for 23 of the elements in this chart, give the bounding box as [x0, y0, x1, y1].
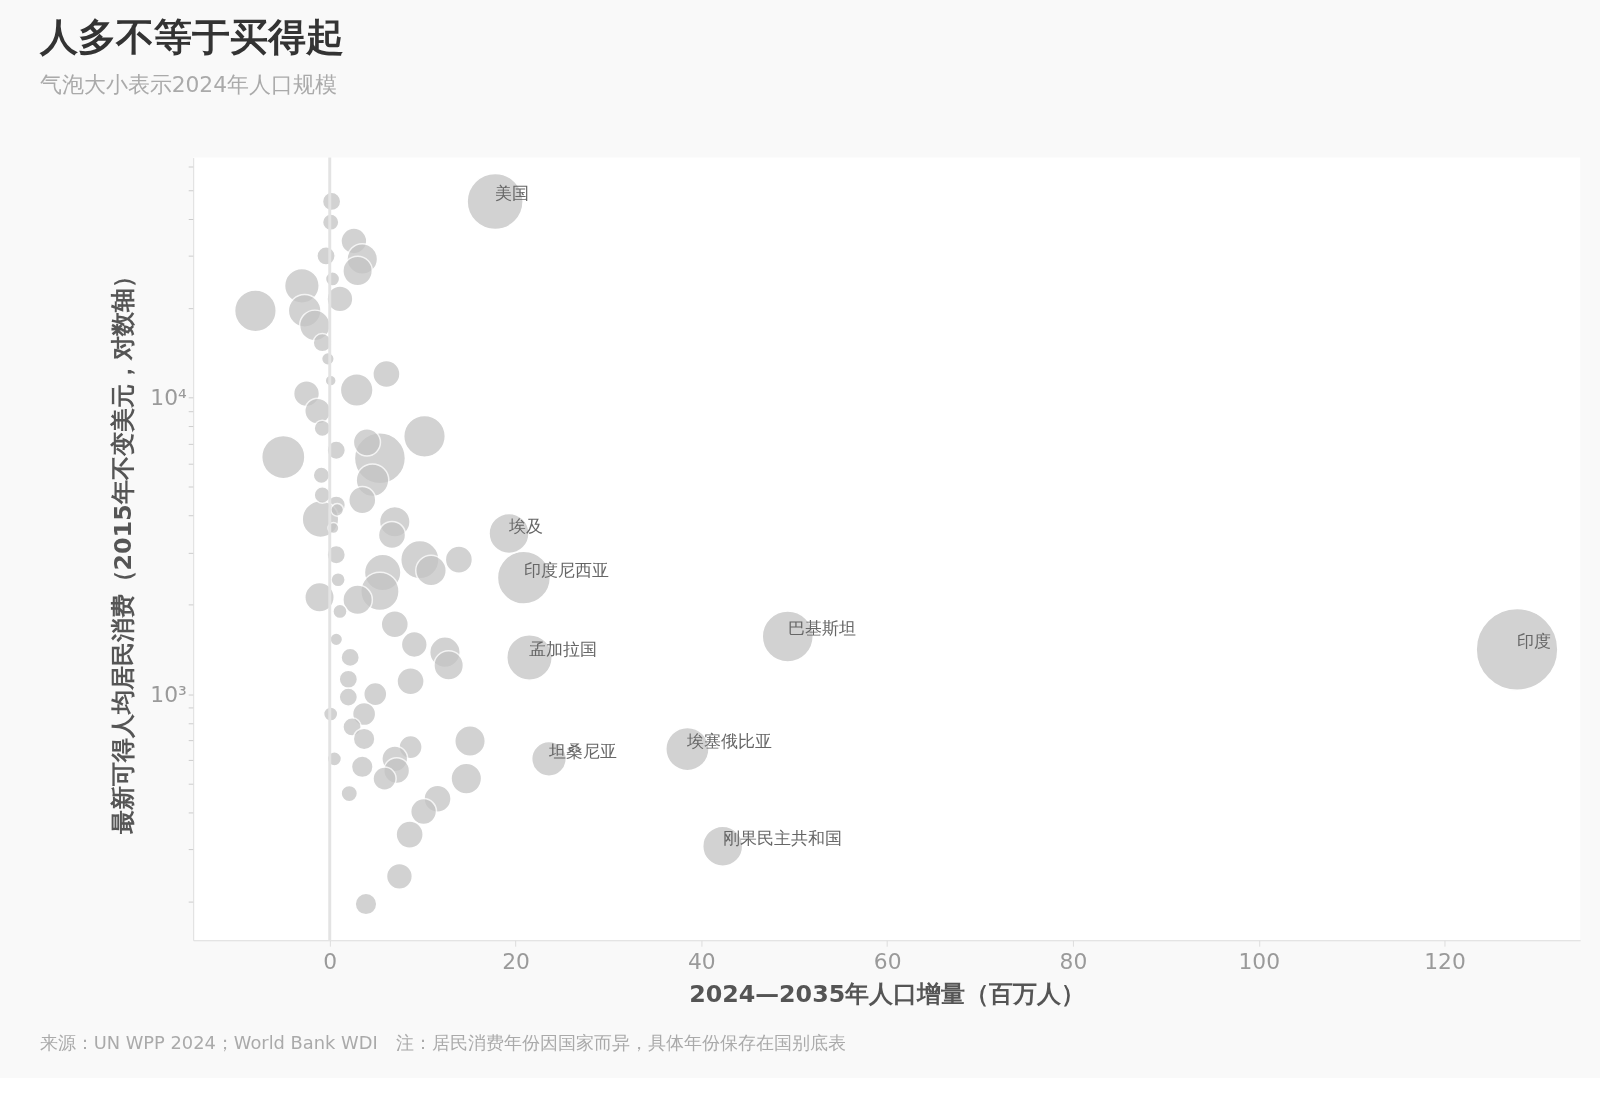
x-axis-title: 2024—2035年人口增量（百万人）: [689, 980, 1086, 1009]
x-tick-label: 120: [1424, 949, 1466, 975]
x-tick-label: 80: [1059, 949, 1088, 975]
x-tick-label: 0: [323, 949, 338, 975]
source-note: 来源：UN WPP 2024；World Bank WDI 注：居民消费年份因国家而异，具体年份保存在国别底表: [39, 1032, 846, 1054]
data-label: 印度: [1517, 631, 1552, 652]
x-tick-label: 100: [1238, 949, 1281, 975]
x-tick-label: 20: [502, 949, 530, 975]
data-label: 埃及: [508, 515, 544, 536]
y-tick-label: 10⁴: [150, 384, 188, 410]
y-tick-label: 10³: [150, 681, 187, 707]
data-label: 埃塞俄比亚: [686, 731, 773, 752]
data-label: 刚果民主共和国: [722, 828, 842, 849]
x-tick-label: 60: [873, 949, 902, 975]
data-label: 巴基斯坦: [787, 618, 856, 639]
data-label: 孟加拉国: [529, 639, 598, 660]
x-tick-label: 40: [687, 949, 716, 975]
data-label: 坦桑尼亚: [548, 740, 617, 761]
y-axis-title: 最新可得人均居民消费（2015年不变美元，对数轴）: [109, 264, 138, 836]
data-label: 美国: [495, 183, 530, 204]
chart-subtitle: 气泡大小表示2024年人口规模: [39, 72, 338, 98]
chart-title: 人多不等于买得起: [38, 14, 344, 59]
data-label: 印度尼西亚: [523, 559, 609, 580]
